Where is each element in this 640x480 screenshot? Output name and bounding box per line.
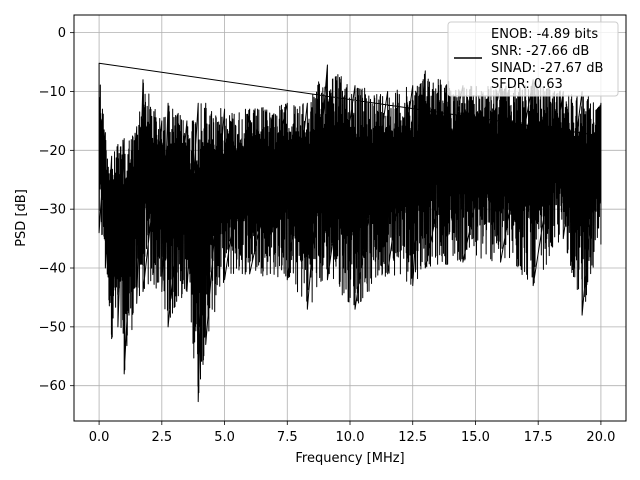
x-tick-label: 5.0 [214,430,235,445]
x-axis: 0.0 2.5 5.0 7.5 10.0 12.5 15.0 17.5 20.0 [89,421,615,445]
legend-entry-snr: SNR: -27.66 dB [491,44,589,59]
y-tick-label: −60 [39,379,66,394]
psd-series-line [98,62,602,403]
series-layer [98,62,602,403]
legend-entry-enob: ENOB: -4.89 bits [491,27,598,42]
x-axis-label: Frequency [MHz] [295,451,404,466]
legend-entry-sfdr: SFDR: 0.63 [491,77,563,92]
x-tick-label: 12.5 [398,430,427,445]
y-tick-label: −30 [39,203,66,218]
x-tick-label: 15.0 [461,430,490,445]
legend-entry-sinad: SINAD: -27.67 dB [491,61,603,76]
y-tick-label: −40 [39,262,66,277]
x-tick-label: 17.5 [524,430,553,445]
y-tick-label: 0 [58,26,66,41]
y-tick-label: −10 [39,85,66,100]
y-axis: 0 −10 −20 −30 −40 −50 −60 [39,26,74,394]
y-tick-label: −20 [39,144,66,159]
legend: ENOB: -4.89 bits SNR: -27.66 dB SINAD: -… [447,21,619,97]
legend-box [447,21,619,97]
x-tick-label: 7.5 [277,430,298,445]
x-tick-label: 0.0 [89,430,110,445]
x-tick-label: 20.0 [586,430,615,445]
x-tick-label: 10.0 [336,430,365,445]
y-tick-label: −50 [39,320,66,335]
y-axis-label: PSD [dB] [14,189,29,247]
x-tick-label: 2.5 [151,430,172,445]
